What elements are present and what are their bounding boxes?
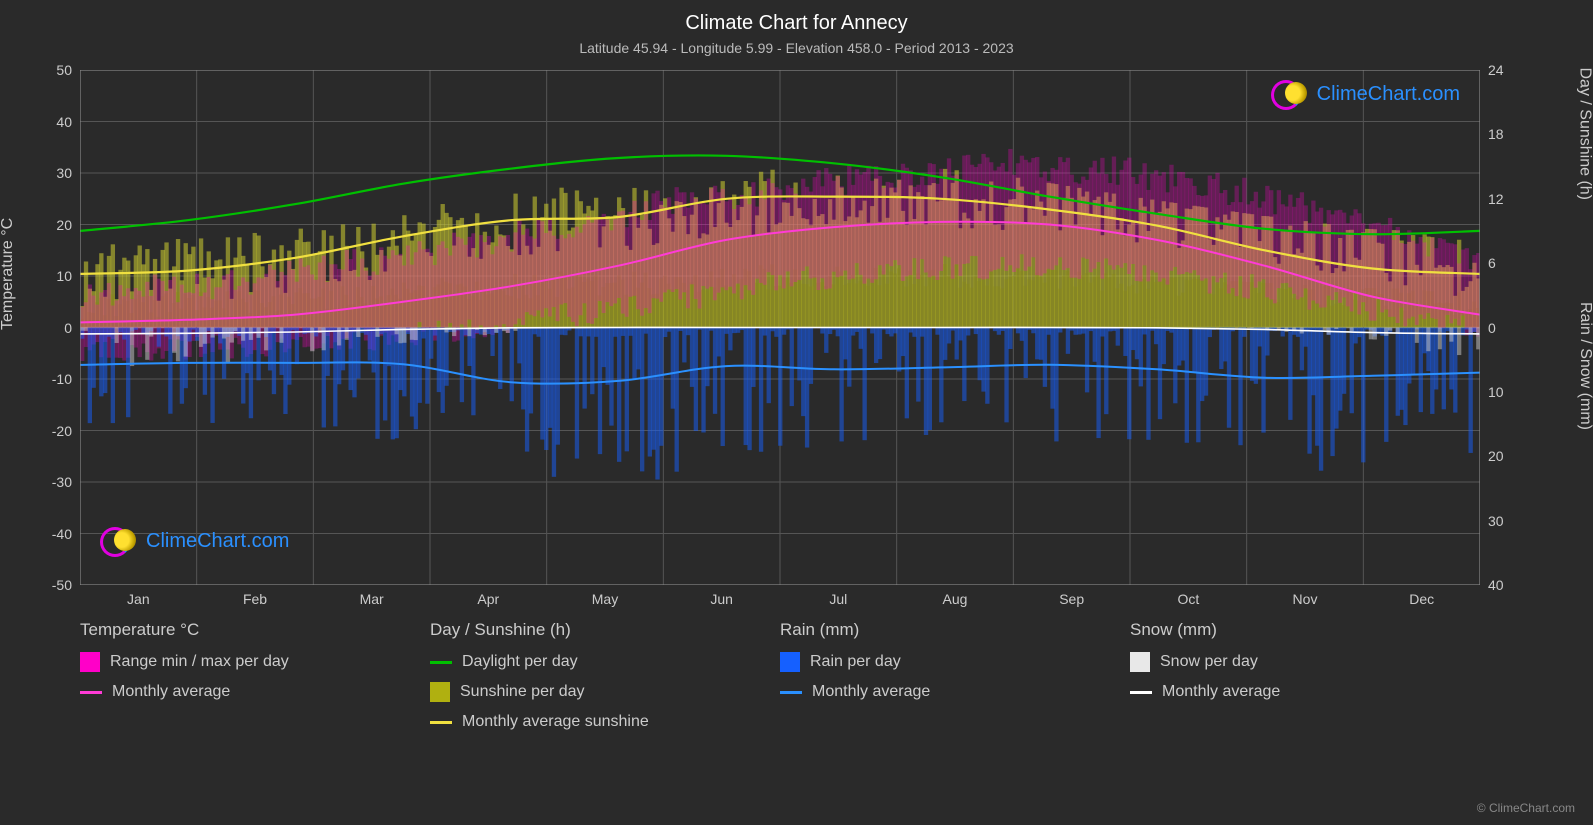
y-right-top-tick: 0 [1480, 320, 1496, 336]
x-tick: Mar [360, 585, 384, 607]
x-tick: May [592, 585, 618, 607]
y-left-tick: 40 [56, 114, 80, 130]
y-right-top-axis-label: Day / Sunshine (h) [1576, 67, 1593, 200]
legend-label: Snow per day [1160, 653, 1258, 671]
legend-item: Monthly average [80, 680, 430, 704]
plot-svg [80, 70, 1480, 585]
legend-col-snow: Snow (mm) Snow per day Monthly average [1130, 620, 1480, 740]
legend-col-temperature: Temperature °C Range min / max per day Mo… [80, 620, 430, 740]
y-left-tick: -10 [52, 371, 80, 387]
legend-heading: Temperature °C [80, 620, 430, 640]
legend-swatch [80, 691, 102, 694]
x-tick: Dec [1409, 585, 1434, 607]
legend-col-sunshine: Day / Sunshine (h) Daylight per day Sunsh… [430, 620, 780, 740]
legend-col-rain: Rain (mm) Rain per day Monthly average [780, 620, 1130, 740]
legend-label: Monthly average sunshine [462, 713, 649, 731]
legend-swatch [430, 721, 452, 724]
x-tick: Feb [243, 585, 267, 607]
y-right-bottom-axis-label: Rain / Snow (mm) [1576, 302, 1593, 430]
x-tick: Jun [710, 585, 733, 607]
y-left-tick: 20 [56, 217, 80, 233]
legend-label: Sunshine per day [460, 683, 585, 701]
legend-swatch [80, 652, 100, 672]
legend-swatch [780, 652, 800, 672]
climate-chart-container: Climate Chart for Annecy Latitude 45.94 … [0, 0, 1593, 825]
legend-label: Monthly average [112, 683, 230, 701]
legend-item: Monthly average sunshine [430, 710, 780, 734]
legend-item: Snow per day [1130, 650, 1480, 674]
legend-label: Rain per day [810, 653, 901, 671]
x-tick: Nov [1293, 585, 1318, 607]
y-right-top-tick: 24 [1480, 62, 1504, 78]
y-right-bottom-tick: 40 [1480, 577, 1504, 593]
y-left-tick: -40 [52, 526, 80, 542]
chart-subtitle: Latitude 45.94 - Longitude 5.99 - Elevat… [0, 40, 1593, 56]
legend-item: Monthly average [780, 680, 1130, 704]
y-right-bottom-tick: 10 [1480, 384, 1504, 400]
legend-label: Range min / max per day [110, 653, 289, 671]
y-left-tick: 30 [56, 165, 80, 181]
copyright-text: © ClimeChart.com [1477, 801, 1575, 815]
y-left-tick: -30 [52, 474, 80, 490]
y-left-tick: 0 [64, 320, 80, 336]
legend-item: Rain per day [780, 650, 1130, 674]
x-tick: Oct [1177, 585, 1199, 607]
legend-label: Monthly average [1162, 683, 1280, 701]
legend-item: Sunshine per day [430, 680, 780, 704]
x-tick: Apr [477, 585, 499, 607]
legend-label: Monthly average [812, 683, 930, 701]
legend-heading: Day / Sunshine (h) [430, 620, 780, 640]
legend-swatch [430, 682, 450, 702]
y-right-bottom-tick: 20 [1480, 448, 1504, 464]
legend-item: Daylight per day [430, 650, 780, 674]
y-right-top-tick: 18 [1480, 126, 1504, 142]
x-tick: Jul [829, 585, 847, 607]
legend-area: Temperature °C Range min / max per day Mo… [80, 620, 1480, 740]
y-left-tick: 50 [56, 62, 80, 78]
legend-item: Monthly average [1130, 680, 1480, 704]
y-right-bottom-tick: 30 [1480, 513, 1504, 529]
y-right-top-tick: 6 [1480, 255, 1496, 271]
x-tick: Aug [943, 585, 968, 607]
y-left-axis-label: Temperature °C [0, 218, 17, 330]
legend-swatch [1130, 652, 1150, 672]
y-left-tick: 10 [56, 268, 80, 284]
legend-swatch [780, 691, 802, 694]
legend-heading: Rain (mm) [780, 620, 1130, 640]
x-tick: Sep [1059, 585, 1084, 607]
chart-title: Climate Chart for Annecy [0, 12, 1593, 35]
legend-label: Daylight per day [462, 653, 578, 671]
y-left-tick: -20 [52, 423, 80, 439]
legend-heading: Snow (mm) [1130, 620, 1480, 640]
legend-item: Range min / max per day [80, 650, 430, 674]
plot-area: ClimeChart.com ClimeChart.com 5040302010… [80, 70, 1480, 585]
y-right-top-tick: 12 [1480, 191, 1504, 207]
legend-swatch [430, 661, 452, 664]
x-tick: Jan [127, 585, 150, 607]
legend-swatch [1130, 691, 1152, 694]
y-left-tick: -50 [52, 577, 80, 593]
